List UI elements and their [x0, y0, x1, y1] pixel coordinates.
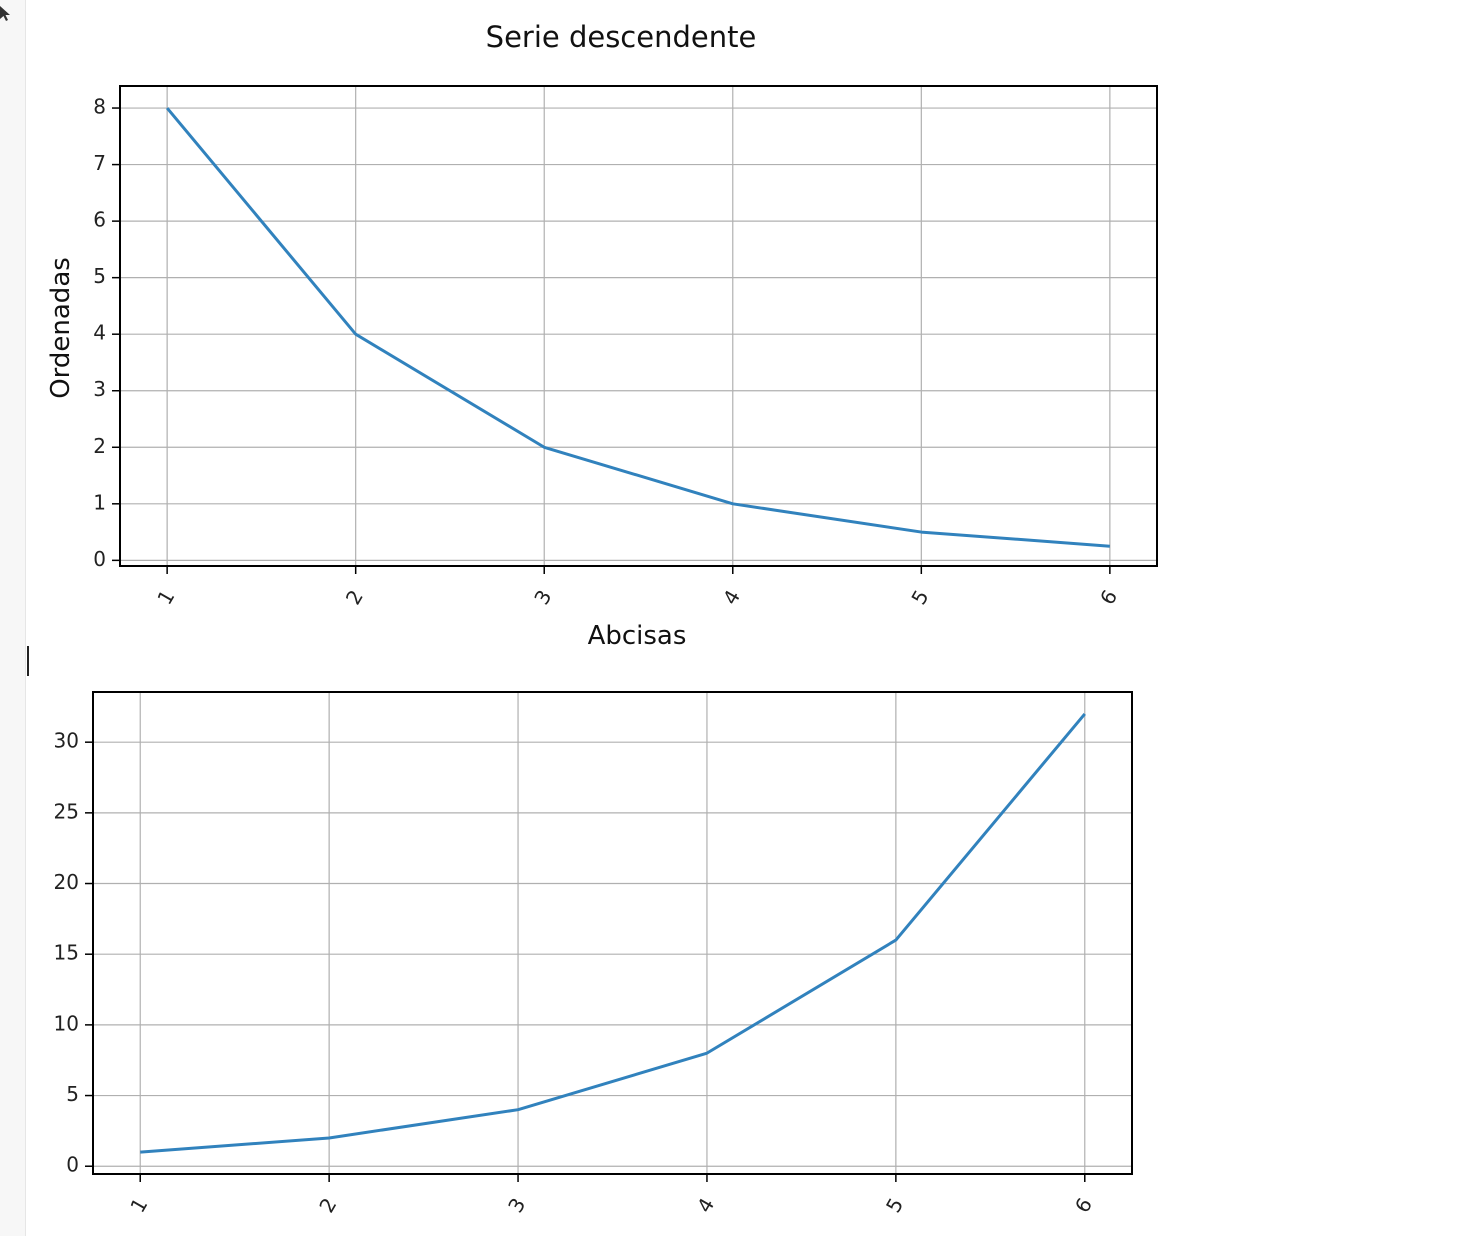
grid-lines [120, 86, 1157, 566]
x-tick-label: 1 [125, 1194, 152, 1217]
y-tick-label: 1 [93, 490, 106, 514]
y-axis-label: Ordenadas [46, 257, 76, 399]
text-cursor [27, 646, 29, 676]
x-tick-label: 6 [1070, 1194, 1097, 1217]
y-tick-label: 5 [66, 1082, 79, 1106]
y-tick-label: 2 [93, 434, 106, 458]
y-tick-label: 3 [93, 377, 106, 401]
y-tick-label: 20 [54, 870, 79, 894]
data-marks [140, 712, 1086, 1154]
y-tick-label: 5 [93, 264, 106, 288]
x-tick-label: 5 [881, 1194, 908, 1217]
plot-frame [119, 85, 1158, 567]
mouse-pointer-icon [0, 6, 10, 21]
notebook-gutter [0, 0, 26, 1236]
tick-marks: 1 2 3 4 5 6 0 5 10 15 20 25 30 [54, 729, 1098, 1217]
x-tick-label: 4 [692, 1194, 719, 1217]
y-tick-label: 0 [66, 1153, 79, 1177]
x-tick-label: 3 [503, 1194, 530, 1217]
chart-title: Serie descendente [486, 20, 757, 54]
grid-lines [93, 692, 1132, 1174]
x-tick-label: 2 [314, 1194, 341, 1217]
x-axis-label: Abcisas [588, 621, 687, 651]
plot-frame [92, 691, 1133, 1175]
data-marks [165, 107, 1110, 548]
y-tick-label: 7 [93, 151, 106, 175]
series-line [165, 107, 1110, 548]
y-tick-label: 30 [54, 729, 79, 753]
y-tick-label: 6 [93, 208, 106, 232]
y-tick-label: 25 [54, 799, 79, 823]
y-tick-label: 8 [93, 95, 106, 119]
y-tick-label: 15 [54, 941, 79, 965]
y-tick-label: 4 [93, 321, 106, 345]
series-line [140, 712, 1086, 1154]
y-tick-label: 0 [93, 547, 106, 571]
y-tick-label: 10 [54, 1011, 79, 1035]
